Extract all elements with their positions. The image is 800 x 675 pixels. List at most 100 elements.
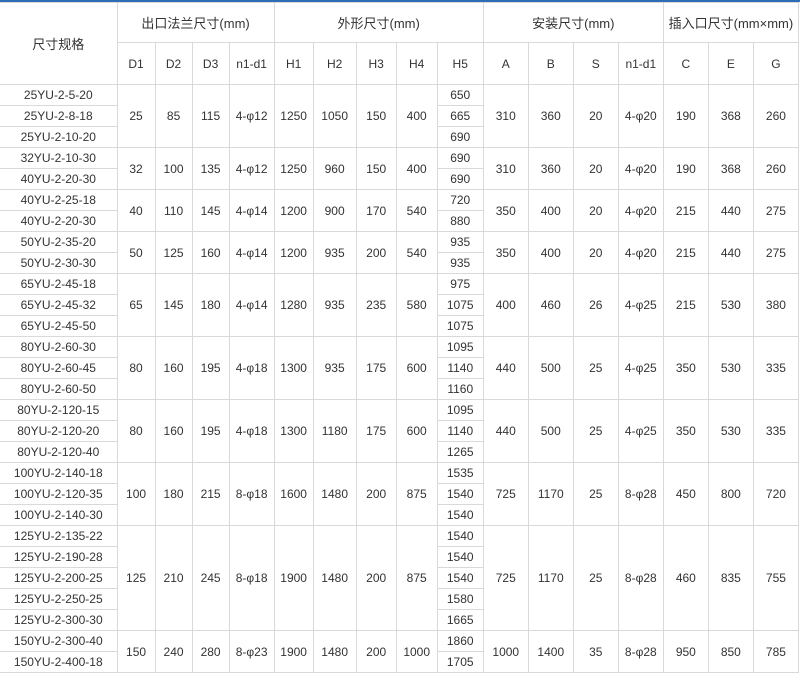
- model-cell: 80YU-2-120-15: [0, 399, 118, 421]
- model-cell: 32YU-2-10-30: [0, 147, 118, 169]
- h5-cell: 1075: [436, 315, 484, 337]
- shape-cell: 150: [355, 84, 397, 148]
- top-border: [0, 0, 800, 2]
- h5-cell: 690: [436, 168, 484, 190]
- install-cell: 310: [482, 147, 529, 190]
- flange-cell: 100: [116, 462, 156, 526]
- install-cell: 4-φ20: [617, 189, 664, 232]
- shape-cell: 1000: [395, 630, 438, 673]
- flange-cell: 210: [154, 525, 193, 631]
- install-cell: 4-φ25: [617, 336, 664, 400]
- shape-cell: 935: [312, 336, 357, 400]
- install-cell: 350: [482, 189, 529, 232]
- shape-cell: 170: [355, 189, 397, 232]
- flange-cell: 195: [191, 336, 230, 400]
- inlet-cell: 800: [707, 462, 754, 526]
- table-row: 40YU-2-20-30 690: [0, 168, 799, 190]
- shape-cell: 600: [395, 336, 438, 400]
- install-cell: 25: [572, 462, 619, 526]
- shape-cell: 935: [312, 231, 357, 274]
- header-group-flange: 出口法兰尺寸(mm): [116, 2, 275, 43]
- flange-cell: 4-φ18: [228, 399, 275, 463]
- column-header: G: [752, 42, 800, 85]
- h5-cell: 1665: [436, 609, 484, 631]
- h5-cell: 1540: [436, 525, 484, 547]
- h5-cell: 1540: [436, 546, 484, 568]
- table-row: 50YU-2-35-20 50 125 160 4-φ14 1200 935 200 540 93…: [0, 231, 800, 274]
- h5-cell: 1540: [436, 483, 484, 505]
- table-row: 65YU-2-45-18 65 145 180 4-φ14 1280 935 235 580 97…: [0, 273, 800, 337]
- install-cell: 20: [572, 189, 619, 232]
- h5-cell: 1535: [436, 462, 484, 484]
- table-row: 150YU-2-300-40 150 240 280 8-φ23 1900 1480 200 1…: [0, 630, 800, 673]
- column-header: C: [662, 42, 709, 85]
- shape-cell: 875: [395, 525, 438, 631]
- flange-cell: 40: [116, 189, 156, 232]
- table-row: 32YU-2-10-30 32 100 135 4-φ12 1250 960 150 400 69…: [0, 147, 800, 190]
- install-cell: 20: [572, 231, 619, 274]
- shape-cell: 900: [312, 189, 357, 232]
- install-cell: 4-φ25: [617, 273, 664, 337]
- model-cell: 150YU-2-300-40: [0, 630, 118, 652]
- column-header: H3: [355, 42, 397, 85]
- shape-cell: 935: [312, 273, 357, 337]
- h5-cell: 1540: [436, 567, 484, 589]
- install-cell: 725: [482, 525, 529, 631]
- install-cell: 4-φ20: [617, 231, 664, 274]
- model-cell: 65YU-2-45-18: [0, 273, 118, 295]
- inlet-cell: 260: [752, 147, 800, 190]
- shape-cell: 200: [355, 525, 397, 631]
- flange-cell: 4-φ12: [228, 147, 275, 190]
- model-cell: 125YU-2-300-30: [0, 609, 118, 631]
- h5-cell: 1075: [436, 294, 484, 316]
- install-cell: 400: [527, 189, 574, 232]
- shape-cell: 200: [355, 231, 397, 274]
- inlet-cell: 275: [752, 189, 800, 232]
- inlet-cell: 530: [707, 399, 754, 463]
- flange-cell: 180: [191, 273, 230, 337]
- column-header: D3: [191, 42, 230, 85]
- install-cell: 1000: [482, 630, 529, 673]
- flange-cell: 160: [154, 336, 193, 400]
- model-cell: 125YU-2-250-25: [0, 588, 118, 610]
- model-cell: 80YU-2-120-20: [0, 420, 118, 442]
- inlet-cell: 335: [752, 336, 800, 400]
- flange-cell: 80: [116, 399, 156, 463]
- model-cell: 25YU-2-10-20: [0, 126, 118, 148]
- h5-cell: 1140: [436, 357, 484, 379]
- shape-cell: 1480: [312, 525, 357, 631]
- flange-cell: 245: [191, 525, 230, 631]
- shape-cell: 1250: [273, 147, 314, 190]
- install-cell: 1170: [527, 462, 574, 526]
- header-group-install: 安装尺寸(mm): [482, 2, 664, 43]
- install-cell: 4-φ20: [617, 84, 664, 148]
- shape-cell: 400: [395, 84, 438, 148]
- install-cell: 20: [572, 84, 619, 148]
- model-cell: 50YU-2-30-30: [0, 252, 118, 274]
- table-row: 125YU-2-250-25 1580: [0, 588, 799, 610]
- inlet-cell: 215: [662, 189, 709, 232]
- model-cell: 100YU-2-120-35: [0, 483, 118, 505]
- shape-cell: 175: [355, 336, 397, 400]
- h5-cell: 1540: [436, 504, 484, 526]
- table-row: 100YU-2-140-18 100 180 215 8-φ18 1600 1480 200 8…: [0, 462, 800, 526]
- inlet-cell: 215: [662, 231, 709, 274]
- model-cell: 80YU-2-60-30: [0, 336, 118, 358]
- shape-cell: 875: [395, 462, 438, 526]
- flange-cell: 115: [191, 84, 230, 148]
- flange-cell: 125: [116, 525, 156, 631]
- inlet-cell: 755: [752, 525, 800, 631]
- flange-cell: 240: [154, 630, 193, 673]
- flange-cell: 85: [154, 84, 193, 148]
- h5-cell: 1705: [436, 651, 484, 673]
- model-cell: 100YU-2-140-30: [0, 504, 118, 526]
- table-row: 125YU-2-135-22 125 210 245 8-φ18 1900 1480 200 8…: [0, 525, 800, 631]
- h5-cell: 975: [436, 273, 484, 295]
- install-cell: 4-φ20: [617, 147, 664, 190]
- shape-cell: 600: [395, 399, 438, 463]
- inlet-cell: 380: [752, 273, 800, 337]
- model-cell: 40YU-2-20-30: [0, 168, 118, 190]
- column-header: A: [482, 42, 529, 85]
- inlet-cell: 835: [707, 525, 754, 631]
- install-cell: 360: [527, 84, 574, 148]
